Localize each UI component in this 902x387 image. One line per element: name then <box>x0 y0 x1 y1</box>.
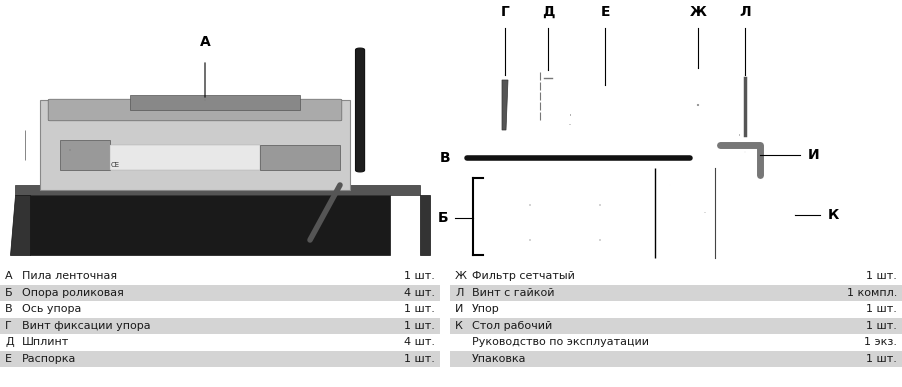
Text: К: К <box>828 208 840 222</box>
Bar <box>30 190 390 255</box>
Bar <box>130 95 300 110</box>
Text: Пила ленточная: Пила ленточная <box>22 271 117 281</box>
Text: Ж: Ж <box>689 5 706 19</box>
Text: Л: Л <box>739 5 750 19</box>
Text: А: А <box>199 35 210 49</box>
Text: 1 шт.: 1 шт. <box>404 354 435 364</box>
Text: Ж: Ж <box>455 271 467 281</box>
Text: Д: Д <box>542 5 554 19</box>
Polygon shape <box>502 80 508 130</box>
Text: В: В <box>439 151 450 165</box>
Text: 4 шт.: 4 шт. <box>404 337 435 347</box>
Text: 1 компл.: 1 компл. <box>847 288 897 298</box>
FancyBboxPatch shape <box>355 48 364 172</box>
Text: В: В <box>5 304 13 314</box>
Text: Распорка: Распорка <box>22 354 77 364</box>
Text: 1 шт.: 1 шт. <box>866 321 897 331</box>
Bar <box>15 185 420 195</box>
Text: И: И <box>808 148 820 162</box>
Bar <box>110 145 260 170</box>
Text: 1 шт.: 1 шт. <box>866 271 897 281</box>
Text: Упор: Упор <box>472 304 500 314</box>
Text: Винт с гайкой: Винт с гайкой <box>472 288 555 298</box>
Text: 1 шт.: 1 шт. <box>404 321 435 331</box>
Text: Руководство по эксплуатации: Руководство по эксплуатации <box>472 337 649 347</box>
FancyBboxPatch shape <box>48 99 342 121</box>
Bar <box>40 100 350 190</box>
Text: Шплинт: Шплинт <box>22 337 69 347</box>
Bar <box>450 351 902 367</box>
Text: 4 шт.: 4 шт. <box>404 288 435 298</box>
Text: Винт фиксации упора: Винт фиксации упора <box>22 321 151 331</box>
Text: Ось упора: Ось упора <box>22 304 81 314</box>
Polygon shape <box>420 195 430 255</box>
Bar <box>0 351 440 367</box>
Bar <box>450 284 902 301</box>
Text: А: А <box>5 271 13 281</box>
Bar <box>0 317 440 334</box>
Text: 1 шт.: 1 шт. <box>404 304 435 314</box>
Text: Б: Б <box>437 211 448 225</box>
Text: Г: Г <box>5 321 12 331</box>
Text: CE: CE <box>110 162 120 168</box>
Text: 1 экз.: 1 экз. <box>864 337 897 347</box>
Text: И: И <box>455 304 464 314</box>
Text: Стол рабочий: Стол рабочий <box>472 321 552 331</box>
Polygon shape <box>10 195 30 255</box>
Text: Г: Г <box>501 5 510 19</box>
Bar <box>450 317 902 334</box>
Text: 1 шт.: 1 шт. <box>866 304 897 314</box>
Text: 1 шт.: 1 шт. <box>866 354 897 364</box>
Bar <box>60 140 110 170</box>
Text: Упаковка: Упаковка <box>472 354 527 364</box>
Bar <box>0 284 440 301</box>
Text: Е: Е <box>5 354 12 364</box>
Text: Е: Е <box>600 5 610 19</box>
Text: Опора роликовая: Опора роликовая <box>22 288 124 298</box>
Text: Б: Б <box>5 288 13 298</box>
Text: К: К <box>455 321 463 331</box>
Text: 1 шт.: 1 шт. <box>404 271 435 281</box>
Text: Л: Л <box>455 288 464 298</box>
Text: Д: Д <box>5 337 14 347</box>
Text: Фильтр сетчатый: Фильтр сетчатый <box>472 271 575 281</box>
Bar <box>260 145 340 170</box>
